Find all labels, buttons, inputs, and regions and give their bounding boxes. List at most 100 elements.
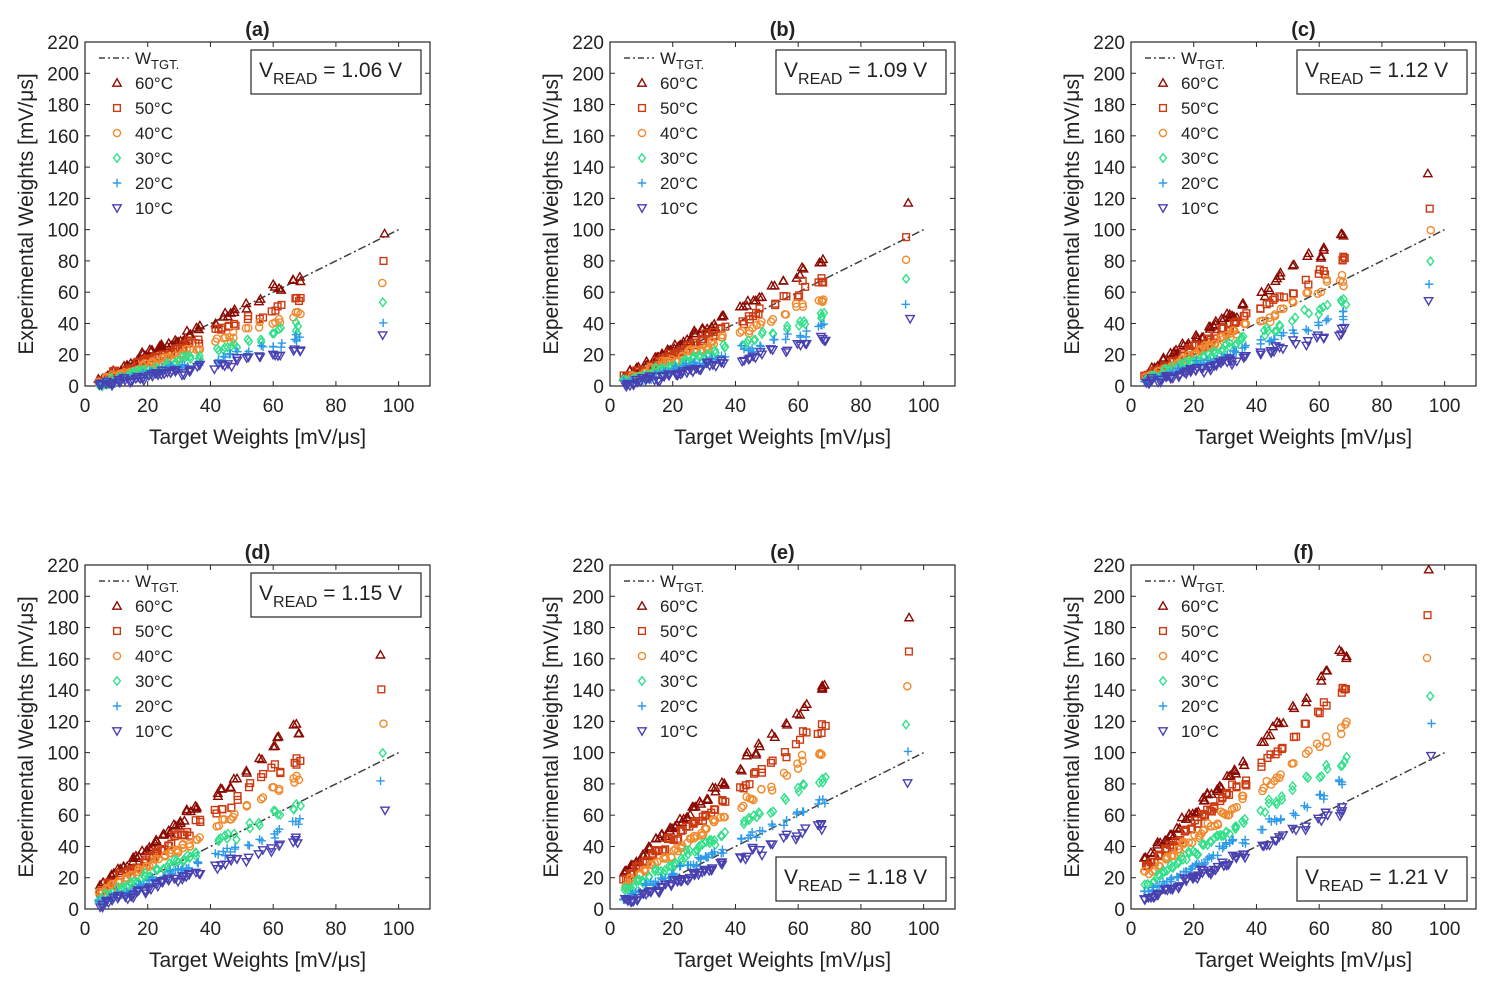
- data-point: [1199, 794, 1211, 805]
- legend-marker: [637, 178, 647, 188]
- legend-sub: TGT.: [676, 57, 704, 72]
- data-point: [1288, 296, 1297, 306]
- data-point: [1210, 360, 1222, 371]
- data-point: [1340, 254, 1349, 263]
- data-point: [1279, 328, 1288, 337]
- data-point: [1260, 806, 1270, 818]
- data-point: [1225, 828, 1234, 840]
- data-point: [1152, 836, 1164, 847]
- data-point: [1145, 893, 1157, 904]
- legend-label-wtgt: WTGT.: [135, 572, 179, 595]
- data-point: [269, 328, 279, 339]
- data-point: [1320, 270, 1330, 279]
- data-point: [664, 860, 674, 872]
- data-point: [214, 345, 224, 356]
- data-point: [277, 338, 287, 348]
- data-point: [780, 348, 792, 358]
- chart-panel: 0 20 40 60 80 100 0 20 40 60 80 100 120 140 160 180 200 2…: [540, 542, 956, 972]
- data-point: [1177, 851, 1187, 863]
- data-point: [1257, 758, 1266, 767]
- data-point: [275, 825, 284, 834]
- data-point: [718, 845, 727, 854]
- data-point: [1166, 851, 1176, 861]
- data-point: [290, 718, 302, 728]
- legend-label: 50°C: [135, 99, 173, 118]
- data-point: [706, 834, 716, 846]
- y-tick-label: 20: [58, 346, 79, 367]
- x-tick-label: 100: [383, 396, 415, 417]
- legend-marker: [636, 204, 648, 214]
- data-point: [1303, 772, 1313, 784]
- data-point: [1210, 866, 1221, 876]
- data-point: [1257, 762, 1266, 771]
- x-tick-label: 80: [850, 919, 871, 940]
- data-point: [1258, 736, 1270, 746]
- data-point: [1301, 692, 1313, 702]
- data-point: [816, 308, 826, 319]
- data-point: [1270, 310, 1280, 319]
- data-point: [767, 819, 777, 829]
- data-point: [768, 821, 777, 831]
- data-point: [293, 320, 303, 332]
- data-point: [765, 345, 777, 355]
- data-point: [1180, 369, 1192, 380]
- data-point: [295, 814, 305, 823]
- data-point: [1197, 829, 1206, 838]
- data-point: [819, 295, 828, 304]
- data-point: [717, 351, 726, 360]
- data-point: [1231, 318, 1240, 327]
- data-point: [1426, 225, 1436, 235]
- legend-sub: TGT.: [151, 580, 179, 595]
- data-point: [1292, 732, 1301, 741]
- data-point: [798, 299, 807, 309]
- data-point: [125, 876, 135, 888]
- data-point: [1273, 717, 1285, 728]
- data-point: [194, 361, 205, 371]
- data-point: [224, 854, 236, 864]
- data-point: [716, 860, 728, 871]
- data-point: [152, 865, 162, 876]
- data-point: [767, 782, 776, 792]
- data-point: [163, 353, 172, 363]
- panel-title: (b): [770, 19, 796, 41]
- data-point: [1180, 877, 1192, 887]
- data-point: [143, 371, 155, 382]
- data-point: [1339, 281, 1348, 291]
- data-point: [223, 828, 233, 840]
- data-point: [379, 806, 391, 816]
- data-point: [701, 359, 713, 369]
- data-point: [244, 783, 254, 792]
- legend-marker: [112, 128, 122, 138]
- y-axis-label: Experimental Weights [mV/μs]: [1061, 596, 1084, 877]
- data-point: [1288, 702, 1300, 713]
- y-tick-label: 140: [1093, 158, 1125, 179]
- data-point: [1159, 885, 1171, 896]
- y-tick-label: 180: [1093, 96, 1125, 117]
- y-tick-label: 20: [1104, 869, 1125, 890]
- data-point: [1277, 744, 1286, 754]
- legend-marker: [637, 626, 647, 636]
- data-point: [1340, 652, 1352, 663]
- data-point: [697, 831, 706, 840]
- data-point: [1319, 794, 1328, 804]
- data-point: [246, 779, 255, 788]
- data-point: [652, 377, 664, 387]
- data-point: [1146, 374, 1157, 384]
- legend-marker: [1158, 675, 1168, 687]
- data-point: [214, 821, 224, 831]
- y-tick-label: 140: [47, 681, 79, 702]
- vread-box: [775, 856, 947, 902]
- data-point: [1238, 352, 1250, 362]
- data-point: [1211, 347, 1221, 358]
- x-tick-label: 80: [850, 396, 871, 417]
- y-tick-label: 200: [47, 64, 79, 85]
- legend-marker: [637, 152, 647, 164]
- data-point: [212, 790, 224, 800]
- panel-title: (a): [245, 19, 269, 41]
- data-point: [1140, 867, 1150, 876]
- data-point: [268, 328, 277, 339]
- legend-label: 40°C: [1181, 124, 1219, 143]
- x-tick-label: 40: [200, 919, 221, 940]
- data-point: [792, 339, 803, 350]
- data-point: [1181, 825, 1191, 834]
